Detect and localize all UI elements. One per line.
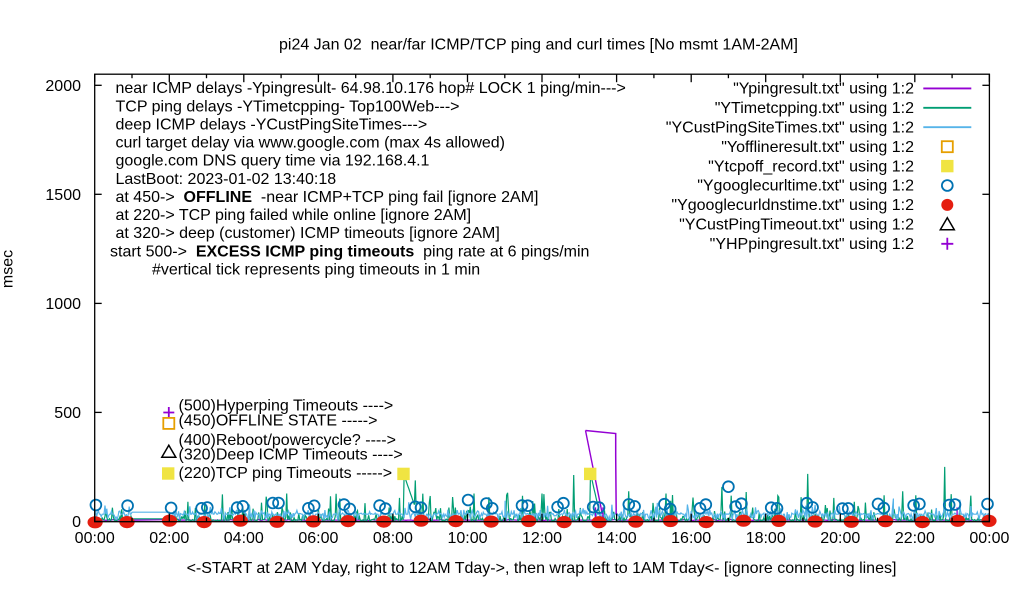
svg-text:1500: 1500 [45, 187, 81, 204]
svg-text:1000: 1000 [45, 296, 81, 313]
svg-text:"YTimetcpping.txt" using 1:2: "YTimetcpping.txt" using 1:2 [715, 100, 914, 117]
svg-text:20:00: 20:00 [820, 530, 860, 547]
svg-text:#vertical tick represents ping: #vertical tick represents ping timeouts … [152, 262, 480, 279]
svg-text:12:00: 12:00 [522, 530, 562, 547]
svg-text:10:00: 10:00 [447, 530, 487, 547]
svg-text:04:00: 04:00 [224, 530, 264, 547]
svg-text:<-START at 2AM Yday, right to: <-START at 2AM Yday, right to 12AM Tday-… [187, 560, 897, 577]
svg-text:near ICMP delays -Ypingresult-: near ICMP delays -Ypingresult- 64.98.10.… [116, 80, 626, 97]
svg-text:"YCustPingSiteTimes.txt" using: "YCustPingSiteTimes.txt" using 1:2 [666, 119, 914, 136]
svg-text:curl target delay via www.goog: curl target delay via www.google.com (ma… [116, 135, 506, 152]
svg-text:14:00: 14:00 [597, 530, 637, 547]
svg-text:google.com DNS query time via: google.com DNS query time via 192.168.4.… [116, 153, 430, 170]
svg-text:at 450-> OFFLINE -near ICMP+: at 450-> OFFLINE -near ICMP+TCP ping fai… [116, 189, 539, 206]
svg-text:06:00: 06:00 [298, 530, 338, 547]
svg-text:22:00: 22:00 [895, 530, 935, 547]
svg-text:at 320-> deep (customer) ICMP: at 320-> deep (customer) ICMP timeouts [… [116, 225, 500, 242]
svg-text:500: 500 [54, 405, 81, 422]
svg-text:deep ICMP delays -YCustPingSit: deep ICMP delays -YCustPingSiteTimes---> [116, 116, 428, 133]
svg-text:start 500-> EXCESS ICMP ping: start 500-> EXCESS ICMP ping timeouts pi… [110, 243, 589, 260]
svg-text:(500)Hyperping Timeouts ---->: (500)Hyperping Timeouts ----> [179, 398, 394, 415]
svg-text:18:00: 18:00 [746, 530, 786, 547]
svg-text:00:00: 00:00 [75, 530, 115, 547]
svg-text:msec: msec [0, 250, 17, 288]
svg-text:TCP ping delays -YTimetcpping-: TCP ping delays -YTimetcpping- Top100Web… [116, 98, 460, 115]
svg-text:2000: 2000 [45, 78, 81, 95]
svg-text:"Ygooglecurldnstime.txt" using: "Ygooglecurldnstime.txt" using 1:2 [671, 197, 914, 214]
svg-text:"Yofflineresult.txt" using 1:2: "Yofflineresult.txt" using 1:2 [721, 139, 914, 156]
svg-text:16:00: 16:00 [671, 530, 711, 547]
svg-text:"YHPpingresult.txt" using 1:2: "YHPpingresult.txt" using 1:2 [710, 236, 914, 253]
svg-text:(220)TCP ping Timeouts ----->: (220)TCP ping Timeouts -----> [179, 465, 393, 482]
svg-text:(450)OFFLINE STATE ----->: (450)OFFLINE STATE -----> [179, 413, 378, 430]
svg-text:"Ygooglecurltime.txt" using 1:: "Ygooglecurltime.txt" using 1:2 [697, 178, 914, 195]
svg-text:(400)Reboot/powercycle? ---->: (400)Reboot/powercycle? ----> [179, 432, 396, 449]
svg-text:00:00: 00:00 [969, 530, 1009, 547]
svg-text:(320)Deep ICMP Timeouts ---->: (320)Deep ICMP Timeouts ----> [179, 447, 403, 464]
svg-text:"YCustPingTimeout.txt" using 1: "YCustPingTimeout.txt" using 1:2 [679, 217, 914, 234]
svg-text:08:00: 08:00 [373, 530, 413, 547]
svg-text:at 220-> TCP ping failed while: at 220-> TCP ping failed while online [i… [116, 207, 472, 224]
svg-text:"Ypingresult.txt" using 1:2: "Ypingresult.txt" using 1:2 [733, 81, 914, 98]
svg-text:02:00: 02:00 [149, 530, 189, 547]
svg-text:LastBoot: 2023-01-02 13:40:18: LastBoot: 2023-01-02 13:40:18 [116, 171, 337, 188]
svg-text:"Ytcpoff_record.txt" using 1:2: "Ytcpoff_record.txt" using 1:2 [708, 158, 914, 175]
svg-text:0: 0 [72, 514, 81, 531]
svg-text:pi24 Jan 02 near/far ICMP/TCP: pi24 Jan 02 near/far ICMP/TCP ping and c… [279, 37, 798, 54]
